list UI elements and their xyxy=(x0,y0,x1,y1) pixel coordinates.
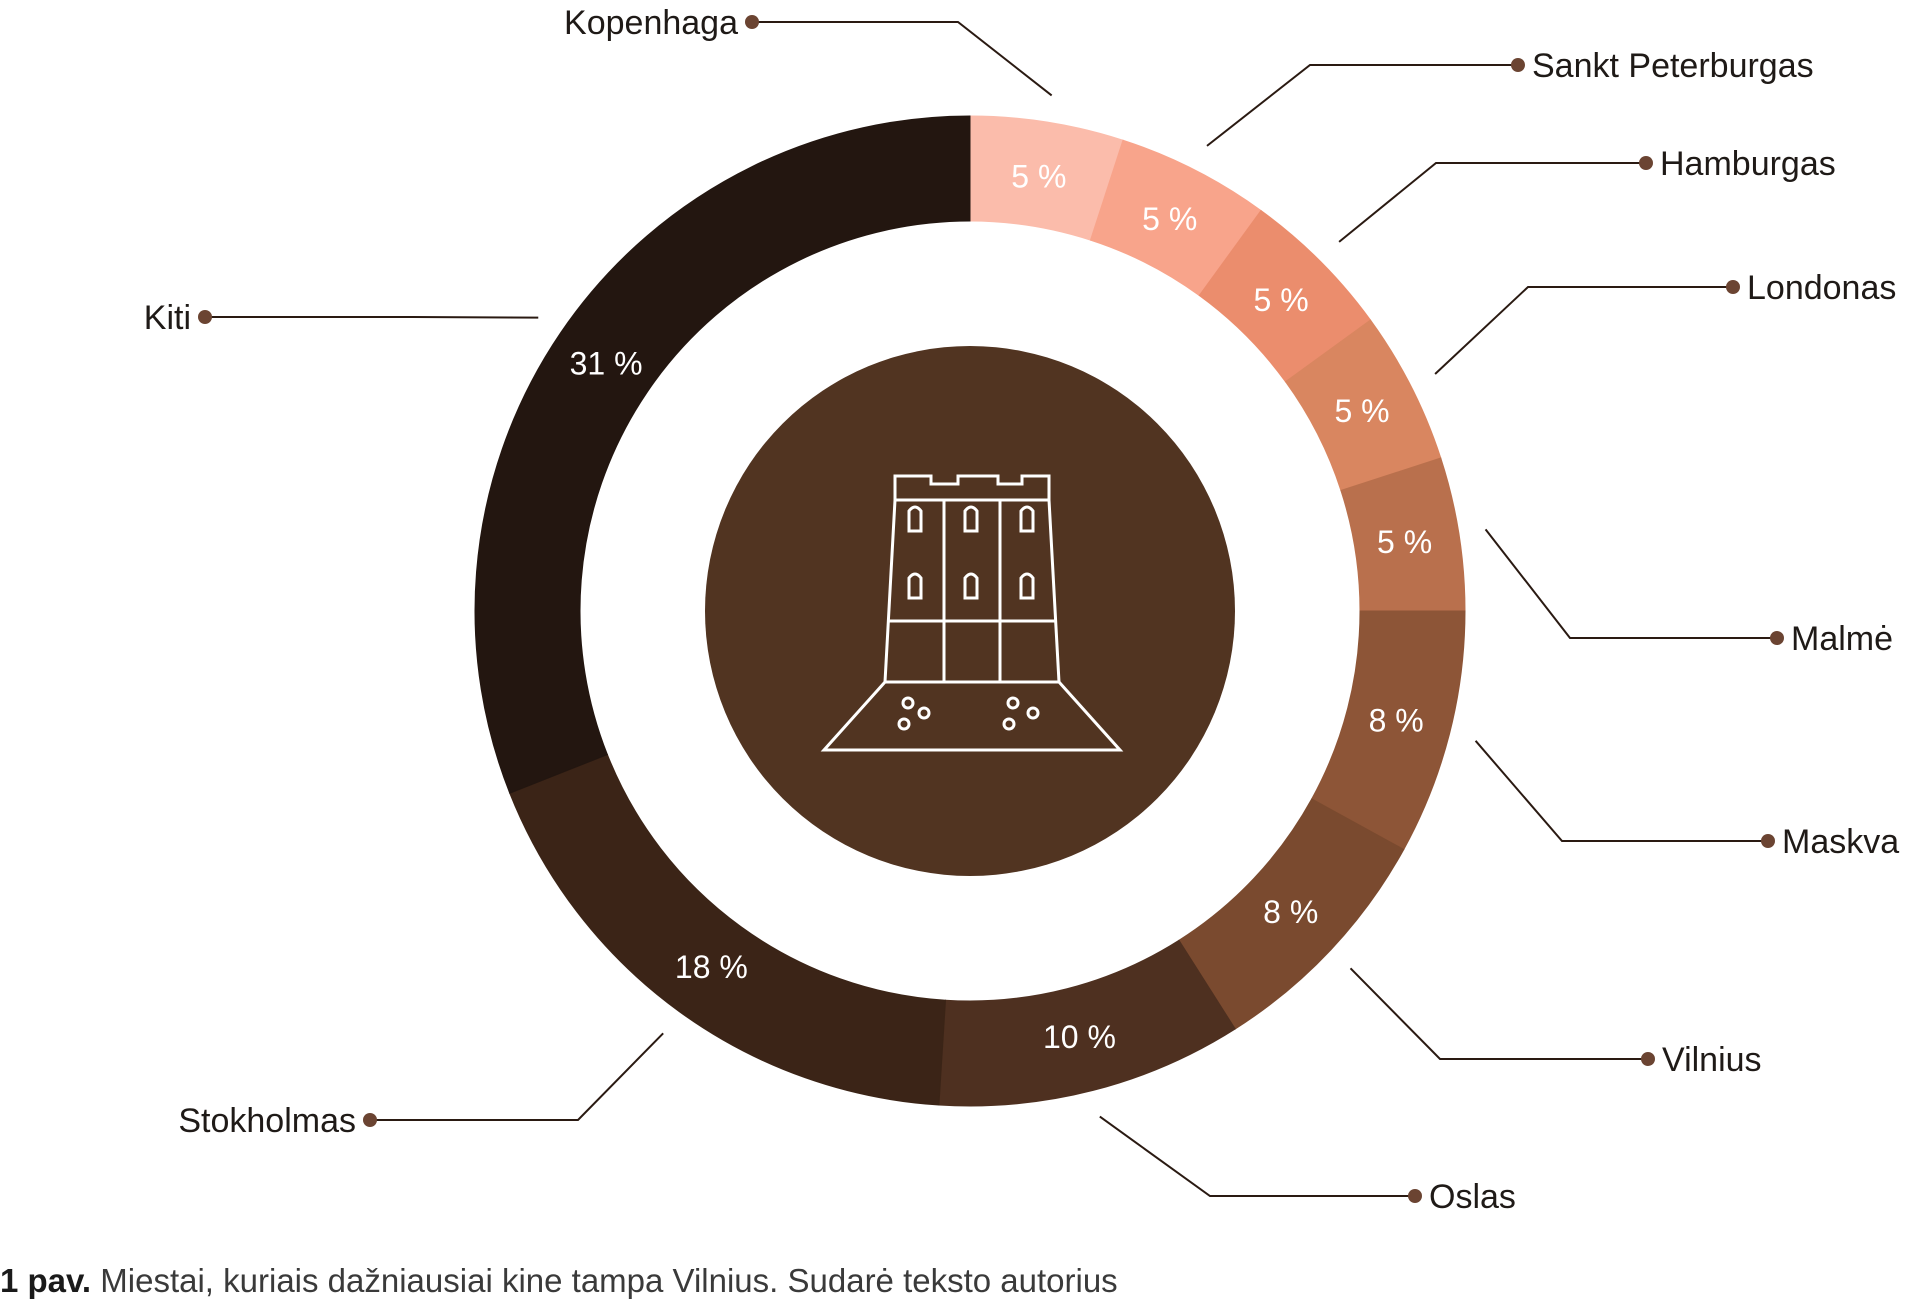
leader-line-londonas xyxy=(1434,286,1733,375)
leader-line-vilnius xyxy=(1349,967,1648,1060)
marker-dot-stokholmas xyxy=(363,1113,377,1127)
caption-label: 1 pav. xyxy=(0,1262,92,1299)
leader-line-oslas xyxy=(1099,1115,1415,1197)
percent-labels: 5 % 5 % 5 % 5 % 5 % 8 % 8 % 10 % 18 % 31 % xyxy=(570,158,1433,1055)
category-labels: Kopenhaga Sankt Peterburgas Hamburgas Londo… xyxy=(144,4,1899,1216)
center-disc xyxy=(705,346,1235,876)
segment-kiti xyxy=(474,115,971,794)
leader-line-stokholmas xyxy=(370,1032,664,1121)
marker-dot-hamburgas xyxy=(1639,156,1653,170)
leader-line-kopenhaga xyxy=(752,21,1053,97)
category-label-malme: Malmė xyxy=(1791,620,1893,658)
segment-stokholmas xyxy=(509,753,947,1106)
marker-dot-malme xyxy=(1770,631,1784,645)
figure-caption: 1 pav. Miestai, kuriais dažniausiai kine… xyxy=(0,1262,1118,1300)
category-label-hamburgas: Hamburgas xyxy=(1660,145,1836,183)
castle-tower-icon xyxy=(820,474,1124,752)
category-label-kiti: Kiti xyxy=(144,299,191,337)
percent-label-vilnius: 8 % xyxy=(1263,894,1318,930)
marker-dot-kiti xyxy=(198,310,212,324)
percent-label-kopenhaga: 5 % xyxy=(1011,158,1066,194)
caption-text: Miestai, kuriais dažniausiai kine tampa … xyxy=(91,1262,1118,1299)
category-label-oslas: Oslas xyxy=(1429,1178,1516,1216)
leader-lines xyxy=(205,21,1777,1197)
percent-label-malme: 5 % xyxy=(1377,524,1432,560)
leader-line-kiti xyxy=(205,316,539,319)
marker-dot-sankt-peterburgas xyxy=(1511,58,1525,72)
leader-line-sankt-peterburgas xyxy=(1206,64,1518,147)
marker-dot-kopenhaga xyxy=(745,15,759,29)
category-label-sankt-peterburgas: Sankt Peterburgas xyxy=(1532,47,1814,85)
percent-label-sankt-peterburgas: 5 % xyxy=(1142,201,1197,237)
percent-label-kiti: 31 % xyxy=(570,346,643,382)
percent-label-londonas: 5 % xyxy=(1334,393,1389,429)
category-label-kopenhaga: Kopenhaga xyxy=(564,4,738,42)
marker-dot-londonas xyxy=(1726,280,1740,294)
category-label-vilnius: Vilnius xyxy=(1662,1041,1762,1079)
percent-label-hamburgas: 5 % xyxy=(1254,282,1309,318)
marker-dot-maskva xyxy=(1761,834,1775,848)
marker-dot-vilnius xyxy=(1641,1052,1655,1066)
category-label-maskva: Maskva xyxy=(1782,823,1899,861)
donut-segments xyxy=(474,115,1466,1107)
marker-dot-oslas xyxy=(1408,1189,1422,1203)
percent-label-maskva: 8 % xyxy=(1369,702,1424,738)
category-label-londonas: Londonas xyxy=(1747,269,1896,307)
category-label-stokholmas: Stokholmas xyxy=(178,1102,356,1140)
leader-line-hamburgas xyxy=(1338,162,1646,243)
percent-label-oslas: 10 % xyxy=(1043,1019,1116,1055)
leader-line-malme xyxy=(1484,528,1777,639)
percent-label-stokholmas: 18 % xyxy=(675,949,748,985)
leader-line-maskva xyxy=(1474,740,1768,842)
